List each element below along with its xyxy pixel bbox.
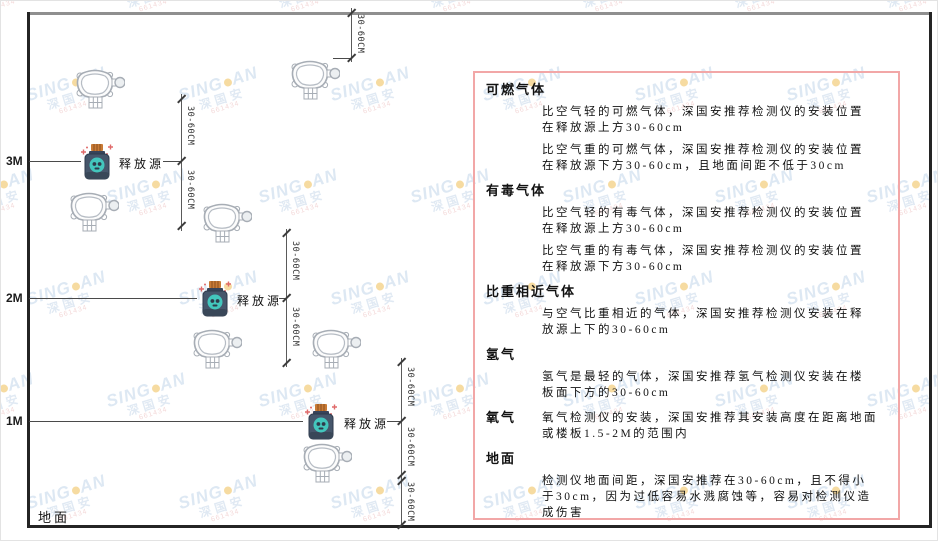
height-line-2m [29, 298, 197, 299]
dimension-line-1m [401, 358, 402, 525]
dim-label-2m-above: 30-60CM [290, 241, 300, 281]
brand-dot-icon [150, 383, 161, 394]
brand-dot-icon [302, 179, 313, 190]
left-wall-line [27, 12, 30, 528]
brand-dot-icon [1, 383, 9, 394]
brand-dot-icon [1, 179, 9, 190]
dim-label-ground-clearance: 30-60CM [405, 482, 415, 522]
panel-section-ground: 地面 检测仪地面间距，深国安推荐在30-60cm，且不得小于30cm，因为过低容… [486, 450, 888, 519]
brand-dot-icon [374, 281, 385, 292]
gas-detector-icon-above-3m [73, 67, 125, 109]
dimension-line-3m [181, 94, 182, 231]
gas-detector-icon-below-2m [190, 327, 242, 369]
section-heading-hydrogen: 氢气 [486, 347, 517, 362]
brand-dot-icon [910, 179, 921, 190]
dim-label-3m-below: 30-60CM [185, 170, 195, 210]
dim-label-2m-below: 30-60CM [290, 307, 300, 347]
installation-guidelines-panel: 可燃气体 比空气轻的可燃气体，深国安推荐检测仪的安装位置在释放源上方30-60c… [473, 71, 900, 520]
section-heading-oxygen: 氧气 [486, 410, 517, 425]
ground-paragraph: 检测仪地面间距，深国安推荐在30-60cm，且不得小于30cm，因为过低容易水溅… [542, 475, 872, 519]
brand-dot-icon [70, 281, 81, 292]
brand-dot-icon [374, 77, 385, 88]
toxic-gas-paragraph-lighter: 比空气轻的有毒气体，深国安推荐检测仪的安装位置在释放源上方30-60cm [542, 207, 864, 235]
section-heading-similar-density-gas: 比重相近气体 [486, 284, 577, 299]
gas-detector-icon-above-2m [200, 201, 252, 243]
panel-section-combustible-gas: 可燃气体 比空气轻的可燃气体，深国安推荐检测仪的安装位置在释放源上方30-60c… [486, 81, 888, 174]
release-source-icon-2m [196, 280, 234, 320]
gas-detector-icon-below-1m [300, 441, 352, 483]
brand-dot-icon [374, 485, 385, 496]
right-wall-line [929, 12, 932, 528]
height-line-1m [29, 421, 303, 422]
height-label-1m: 1M [6, 414, 23, 428]
brand-dot-icon [910, 383, 921, 394]
ceiling-line [27, 12, 932, 15]
release-source-icon-1m [302, 403, 340, 443]
ground-label: 地面 [38, 510, 71, 525]
section-heading-toxic-gas: 有毒气体 [486, 183, 547, 198]
ceiling-detector-connector [333, 58, 351, 59]
similar-density-gas-paragraph: 与空气比重相近的气体，深国安推荐检测仪安装在释放源上下的30-60cm [542, 308, 864, 336]
gas-detector-icon-below-ceiling [288, 58, 340, 100]
panel-section-toxic-gas: 有毒气体 比空气轻的有毒气体，深国安推荐检测仪的安装位置在释放源上方30-60c… [486, 182, 888, 275]
height-label-2m: 2M [6, 291, 23, 305]
height-line-2m-connector [279, 298, 286, 299]
dim-label-3m-above: 30-60CM [185, 106, 195, 146]
dim-label-ceiling: 30-60CM [355, 14, 365, 54]
brand-dot-icon [222, 77, 233, 88]
brand-dot-icon [150, 179, 161, 190]
panel-section-similar-density-gas: 比重相近气体 与空气比重相近的气体，深国安推荐检测仪安装在释放源上下的30-60… [486, 283, 888, 338]
height-line-3m [29, 161, 81, 162]
dim-label-1m-below: 30-60CM [405, 427, 415, 467]
brand-dot-icon [454, 383, 465, 394]
height-line-1m-connector [387, 421, 401, 422]
hydrogen-paragraph: 氢气是最轻的气体，深国安推荐氢气检测仪安装在楼板面下方的30-60cm [542, 371, 864, 399]
gas-detector-icon-below-3m [67, 190, 119, 232]
combustible-gas-paragraph-heavier: 比空气重的可燃气体，深国安推荐检测仪的安装位置在释放源下方30-60cm，且地面… [542, 144, 864, 172]
release-source-icon-3m [78, 143, 116, 183]
panel-section-oxygen: 氧气 氧气检测仪的安装，深国安推荐其安装高度在距离地面或楼板1.5-2M的范围内 [486, 409, 888, 442]
height-label-3m: 3M [6, 154, 23, 168]
height-line-3m-connector [163, 161, 181, 162]
dimension-line-ceiling [351, 8, 352, 62]
brand-dot-icon [302, 383, 313, 394]
brand-dot-icon [454, 179, 465, 190]
release-source-label-2m: 释放源 [237, 294, 283, 308]
section-heading-ground: 地面 [486, 451, 517, 466]
floor-line [27, 525, 932, 528]
section-heading-combustible-gas: 可燃气体 [486, 82, 547, 97]
brand-dot-icon [222, 485, 233, 496]
dim-label-1m-above: 30-60CM [405, 367, 415, 407]
panel-section-hydrogen: 氢气 氢气是最轻的气体，深国安推荐氢气检测仪安装在楼板面下方的30-60cm [486, 346, 888, 401]
combustible-gas-paragraph-lighter: 比空气轻的可燃气体，深国安推荐检测仪的安装位置在释放源上方30-60cm [542, 106, 864, 134]
toxic-gas-paragraph-heavier: 比空气重的有毒气体，深国安推荐检测仪的安装位置在释放源下方30-60cm [542, 245, 864, 273]
release-source-label-1m: 释放源 [344, 417, 390, 431]
brand-dot-icon [70, 485, 81, 496]
gas-detector-icon-above-1m [309, 327, 361, 369]
oxygen-paragraph: 氧气检测仪的安装，深国安推荐其安装高度在距离地面或楼板1.5-2M的范围内 [542, 412, 878, 440]
release-source-label-3m: 释放源 [119, 157, 165, 171]
